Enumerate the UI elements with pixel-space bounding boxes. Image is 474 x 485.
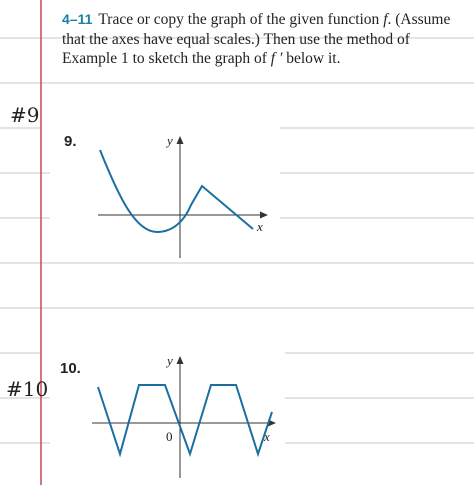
text: that the axes have equal scales.) Then u… bbox=[62, 30, 410, 48]
axis-label: x bbox=[263, 429, 270, 444]
graph-label: 9. bbox=[64, 133, 77, 150]
graph-label: 10. bbox=[60, 360, 81, 377]
problem-text: 4–11 Trace or copy the graph of the given… bbox=[62, 10, 450, 69]
axes bbox=[92, 362, 272, 478]
text-line: that the axes have equal scales.) Then u… bbox=[62, 30, 450, 50]
text-line: 4–11 Trace or copy the graph of the given… bbox=[62, 10, 450, 30]
function-curve bbox=[99, 149, 254, 234]
text: Example 1 to sketch the graph of bbox=[62, 50, 271, 67]
text: f bbox=[383, 11, 388, 28]
text-line: Example 1 to sketch the graph of f ′ bel… bbox=[62, 49, 450, 69]
hand-note: #10 bbox=[6, 377, 48, 401]
text: Trace or copy the graph of the given fun… bbox=[98, 11, 384, 28]
axis-label: x bbox=[256, 219, 263, 234]
hand-note: #9 bbox=[10, 103, 39, 127]
text: below it. bbox=[282, 50, 341, 67]
axis-label: y bbox=[165, 353, 173, 368]
arrows bbox=[176, 356, 276, 427]
axis-label: y bbox=[165, 133, 173, 148]
text: f ′ bbox=[270, 50, 283, 67]
origin-label: 0 bbox=[166, 429, 173, 444]
ruled-lines bbox=[0, 37, 474, 444]
text: . (Assume bbox=[387, 11, 451, 28]
function-curve bbox=[97, 384, 273, 458]
problem-number: 4–11 bbox=[62, 11, 93, 27]
